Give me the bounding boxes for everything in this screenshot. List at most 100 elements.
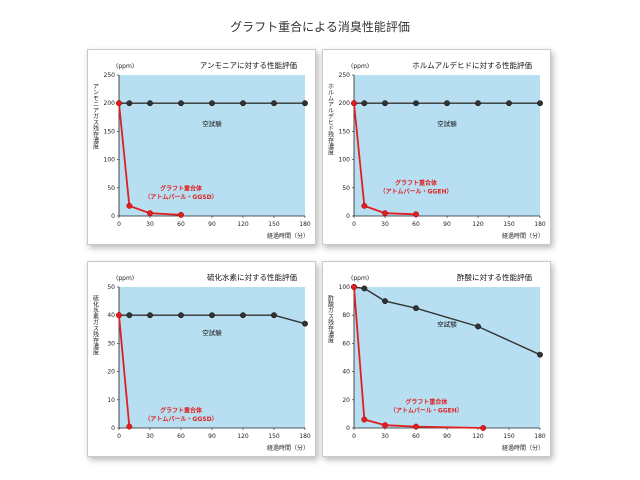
data-point bbox=[413, 423, 419, 430]
chart-panel-ammonia: 0 50 100 150 200 250 0 30 60 90 120 150 180 (ppm) アンモニ… bbox=[87, 49, 316, 245]
data-point bbox=[209, 100, 215, 107]
series-line bbox=[118, 315, 131, 427]
y-tick-label: 100 bbox=[339, 284, 351, 291]
y-tick-label: 0 bbox=[111, 213, 115, 220]
series-annotation: （アトムバール・GGSD） bbox=[144, 193, 217, 201]
y-tick-label: 0 bbox=[111, 425, 115, 432]
data-point bbox=[302, 100, 308, 107]
data-point bbox=[382, 298, 388, 305]
data-point bbox=[116, 100, 122, 107]
y-tick-label: 40 bbox=[342, 369, 350, 376]
data-point bbox=[178, 312, 184, 319]
y-axis-label: 硫化水素ガス残存濃度 bbox=[92, 294, 99, 356]
data-point bbox=[147, 312, 153, 319]
data-point bbox=[147, 210, 153, 217]
series-line bbox=[119, 314, 306, 325]
series-annotation: グラフト重合体 bbox=[405, 398, 448, 406]
x-tick-label: 30 bbox=[146, 433, 154, 440]
series-annotation: グラフト重合体 bbox=[160, 406, 203, 414]
data-point bbox=[271, 100, 277, 107]
y-tick-label: 200 bbox=[339, 100, 351, 107]
y-tick-label: 100 bbox=[339, 157, 351, 164]
data-point bbox=[537, 100, 543, 107]
x-tick-label: 150 bbox=[268, 433, 280, 440]
data-point bbox=[271, 312, 277, 319]
x-tick-label: 90 bbox=[443, 433, 451, 440]
data-point bbox=[126, 423, 133, 430]
data-point bbox=[413, 211, 419, 218]
chart-title: ホルムアルデヒドに対する性能評価 bbox=[412, 60, 532, 70]
series-annotation: （アトムバール・GGEH） bbox=[390, 406, 463, 414]
y-tick-label: 40 bbox=[107, 312, 115, 319]
data-point bbox=[537, 351, 543, 358]
data-point bbox=[351, 100, 357, 107]
page-title: グラフト重合による消臭性能評価 bbox=[230, 20, 410, 34]
x-tick-label: 180 bbox=[299, 433, 311, 440]
unit-label: (ppm) bbox=[351, 275, 369, 282]
x-tick-label: 90 bbox=[208, 433, 216, 440]
data-point bbox=[361, 202, 368, 209]
y-axis-label: 酢酸ガス残存濃度 bbox=[327, 294, 334, 344]
data-point bbox=[413, 100, 419, 107]
data-point bbox=[361, 100, 368, 107]
series-annotation: 空試験 bbox=[202, 119, 222, 128]
chart-panel-hydrogen-sulfide: 0 10 20 30 40 50 0 30 60 90 120 150 180 (ppm) 硫化水素に対する… bbox=[87, 261, 316, 457]
data-point bbox=[382, 210, 388, 217]
y-tick-label: 250 bbox=[339, 72, 351, 79]
y-tick-label: 80 bbox=[342, 312, 350, 319]
x-tick-label: 120 bbox=[472, 221, 484, 228]
data-point bbox=[126, 312, 133, 319]
series-annotation: 空試験 bbox=[437, 319, 457, 328]
y-axis-label: ホルムアルデヒド残存濃度 bbox=[327, 83, 334, 156]
x-tick-label: 120 bbox=[472, 433, 484, 440]
plot-area bbox=[119, 75, 305, 216]
x-tick-label: 180 bbox=[299, 221, 311, 228]
data-point bbox=[178, 100, 184, 107]
data-point bbox=[444, 100, 450, 107]
y-tick-label: 20 bbox=[342, 397, 350, 404]
data-point bbox=[302, 320, 308, 327]
plot-area bbox=[354, 287, 540, 428]
series-line bbox=[118, 103, 182, 216]
plot-area bbox=[119, 287, 305, 428]
series-annotation: （アトムバール・GGEH） bbox=[380, 187, 453, 195]
x-tick-label: 60 bbox=[412, 221, 420, 228]
x-tick-label: 120 bbox=[237, 433, 249, 440]
x-tick-label: 60 bbox=[412, 433, 420, 440]
x-tick-label: 60 bbox=[177, 433, 185, 440]
unit-label: (ppm) bbox=[116, 63, 134, 70]
unit-label: (ppm) bbox=[351, 63, 369, 70]
x-axis-label: 経過時間（分） bbox=[267, 444, 309, 452]
y-tick-label: 150 bbox=[104, 128, 116, 135]
data-point bbox=[116, 312, 122, 319]
x-tick-label: 0 bbox=[352, 221, 356, 228]
series-annotation: グラフト重合体 bbox=[160, 185, 203, 193]
x-tick-label: 0 bbox=[117, 433, 121, 440]
series-line bbox=[353, 103, 417, 216]
x-tick-label: 0 bbox=[117, 221, 121, 228]
chart-title: 酢酸に対する性能評価 bbox=[457, 272, 532, 282]
data-point bbox=[361, 416, 368, 423]
x-tick-label: 150 bbox=[503, 221, 515, 228]
y-tick-label: 60 bbox=[342, 340, 350, 347]
data-point bbox=[240, 100, 246, 107]
y-tick-label: 50 bbox=[107, 185, 115, 192]
x-axis-label: 経過時間（分） bbox=[502, 232, 544, 240]
data-point bbox=[240, 312, 246, 319]
x-axis-label: 経過時間（分） bbox=[267, 232, 309, 240]
data-point bbox=[475, 323, 481, 330]
y-tick-label: 0 bbox=[346, 425, 350, 432]
chart-hydrogen-sulfide: 0 10 20 30 40 50 0 30 60 90 120 150 180 (ppm) 硫化水素に対する… bbox=[92, 272, 311, 452]
y-tick-label: 200 bbox=[104, 100, 116, 107]
y-tick-label: 20 bbox=[107, 369, 115, 376]
x-tick-label: 150 bbox=[503, 433, 515, 440]
x-tick-label: 150 bbox=[268, 221, 280, 228]
plot-area bbox=[354, 75, 540, 216]
data-point bbox=[480, 425, 487, 431]
x-tick-label: 180 bbox=[534, 433, 546, 440]
chart-title: 硫化水素に対する性能評価 bbox=[207, 272, 297, 282]
data-point bbox=[361, 285, 368, 292]
y-tick-label: 150 bbox=[339, 128, 351, 135]
x-tick-label: 30 bbox=[146, 221, 154, 228]
data-point bbox=[126, 202, 133, 209]
